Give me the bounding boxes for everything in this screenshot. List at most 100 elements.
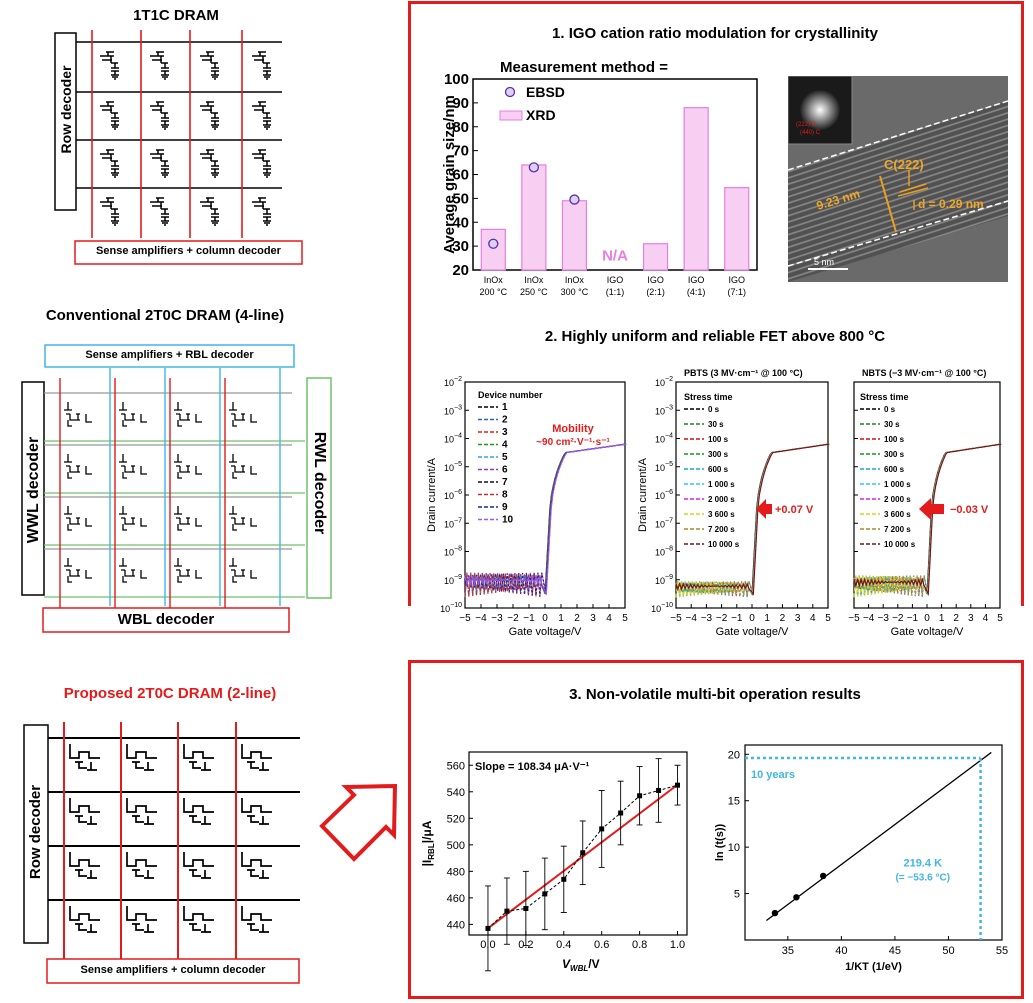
x-tick-label: IGO — [607, 275, 624, 285]
rwl-decoder-label: RWL decoder — [311, 431, 328, 535]
x-tick-label: 55 — [996, 945, 1008, 957]
slope-label: Slope = 108.34 μA·V⁻¹ — [475, 761, 590, 773]
x-tick-label: −4 — [863, 613, 875, 624]
row-decoder-label: Row decoder — [58, 65, 74, 154]
x-tick-label: 5 — [622, 613, 628, 624]
y-tick-label: 15 — [728, 796, 740, 808]
panel-bottom-border — [408, 660, 1024, 999]
legend-xrd: XRD — [526, 107, 556, 123]
y-tick-label: 10−2 — [655, 376, 673, 388]
pbts-shift: +0.07 V — [775, 504, 814, 516]
data-point — [637, 793, 643, 799]
data-point — [675, 782, 681, 788]
x-axis-label: VWBL/V — [562, 957, 600, 973]
y-axis-label: Average grain size/nm — [441, 95, 458, 254]
y-tick-label: 10−7 — [444, 517, 462, 529]
sense-amp-bar-1: Sense amplifiers + column decoder — [96, 245, 281, 257]
data-point — [771, 909, 779, 917]
shift-arrow-icon — [919, 498, 944, 520]
x-tick-label: 0 — [924, 613, 930, 624]
series-line — [853, 443, 1001, 595]
legend-label: 9 — [502, 502, 508, 513]
bar-xrd — [480, 228, 506, 271]
bar-xrd — [521, 164, 547, 271]
transfer-curve-devices: 10−1010−910−810−710−610−510−410−310−2−5−… — [426, 376, 628, 638]
series-line — [464, 443, 626, 595]
series-line — [675, 443, 829, 598]
temperature-label: 219.4 K — [903, 858, 942, 870]
x-axis-label: Gate voltage/V — [509, 626, 582, 638]
x-tick-label: −5 — [459, 613, 471, 624]
retention-chart: 5 10 15 20 35 40 45 50 55 1/KT (1/eV) ln (t(s)) 10 … — [714, 744, 1008, 973]
legend-label: 600 s — [708, 465, 729, 474]
scale-label: 5 nm — [814, 257, 834, 267]
x-tick-label: −2 — [892, 613, 904, 624]
legend-label: 5 — [502, 452, 508, 463]
legend-label: 100 s — [708, 435, 729, 444]
legend-label: 10 000 s — [884, 540, 916, 549]
x-tick-label: 3 — [590, 613, 596, 624]
series-line — [675, 443, 829, 598]
legend-label: 4 — [502, 440, 508, 451]
panel-top-border — [408, 1, 1024, 606]
x-tick-label: −4 — [685, 613, 697, 624]
legend-label: 1 — [502, 402, 508, 413]
data-point — [793, 894, 800, 901]
series-line — [853, 443, 1001, 597]
data-point — [819, 872, 827, 880]
arrow-icon — [319, 783, 398, 862]
wwl-decoder-label: WWL decoder — [25, 436, 42, 544]
legend-label: 0 s — [884, 405, 896, 414]
legend-label: 1 000 s — [708, 480, 735, 489]
y-tick-label: 50 — [452, 190, 469, 207]
series-line — [853, 443, 1001, 598]
x-tick-label: 5 — [997, 613, 1003, 624]
series-line — [853, 443, 1001, 595]
y-tick-label: 10−6 — [444, 489, 462, 501]
point-ebsd — [488, 238, 499, 249]
data-point — [504, 908, 510, 914]
tem-image: (222) C (440) C 9.23 nm C(222) d = 0.29 … — [788, 76, 1008, 282]
x-tick-label: 2 — [780, 613, 786, 624]
legend-label: 10 — [502, 515, 514, 526]
x-tick-label: 2 — [574, 613, 580, 624]
legend-label: 8 — [502, 490, 508, 501]
plot-frame — [853, 381, 1001, 609]
y-tick-label: 10−8 — [444, 546, 462, 558]
x-tick-label: IGO — [647, 275, 664, 285]
y-tick-label: 10−5 — [655, 461, 673, 473]
y-tick-label: 20 — [728, 749, 740, 761]
data-point — [485, 925, 491, 931]
legend-title: Stress time — [860, 392, 909, 402]
series-line — [464, 443, 627, 598]
x-tick-label: InOx — [565, 275, 585, 285]
series-line — [853, 443, 1002, 598]
series-line — [853, 443, 1001, 598]
data-point — [656, 787, 662, 793]
x-tick-label: 4 — [810, 613, 816, 624]
bar-xrd — [724, 187, 750, 271]
y-tick-label: 5 — [734, 889, 740, 901]
legend-label: 7 200 s — [884, 525, 911, 534]
y-tick-label: 10−9 — [655, 574, 673, 586]
y-tick-label: 100 — [444, 71, 469, 88]
y-tick-label: 70 — [452, 143, 469, 160]
x-axis-label: 1/KT (1/eV) — [845, 961, 902, 973]
bar-xrd — [683, 107, 709, 271]
y-tick-label: 10−8 — [655, 546, 673, 558]
legend-xrd-marker — [499, 110, 523, 121]
point-ebsd — [569, 194, 580, 205]
chart-title: NBTS (−3 MV·cm⁻¹ @ 100 °C) — [862, 368, 986, 378]
x-tick-label: 250 °C — [520, 287, 548, 297]
legend-label: 0 s — [708, 405, 720, 414]
x-tick-label: 35 — [782, 945, 794, 957]
x-tick-label: 4 — [606, 613, 612, 624]
legend-title: Measurement method = — [500, 59, 668, 76]
y-tick-label: 10−2 — [444, 376, 462, 388]
nbts-shift: −0.03 V — [950, 504, 989, 516]
point-ebsd — [528, 162, 540, 173]
x-tick-label: 3 — [795, 613, 801, 624]
x-tick-label: 0.6 — [594, 939, 609, 951]
x-tick-label: 0 — [542, 613, 548, 624]
mobility-value: ~90 cm²·V⁻¹·s⁻¹ — [536, 437, 610, 448]
